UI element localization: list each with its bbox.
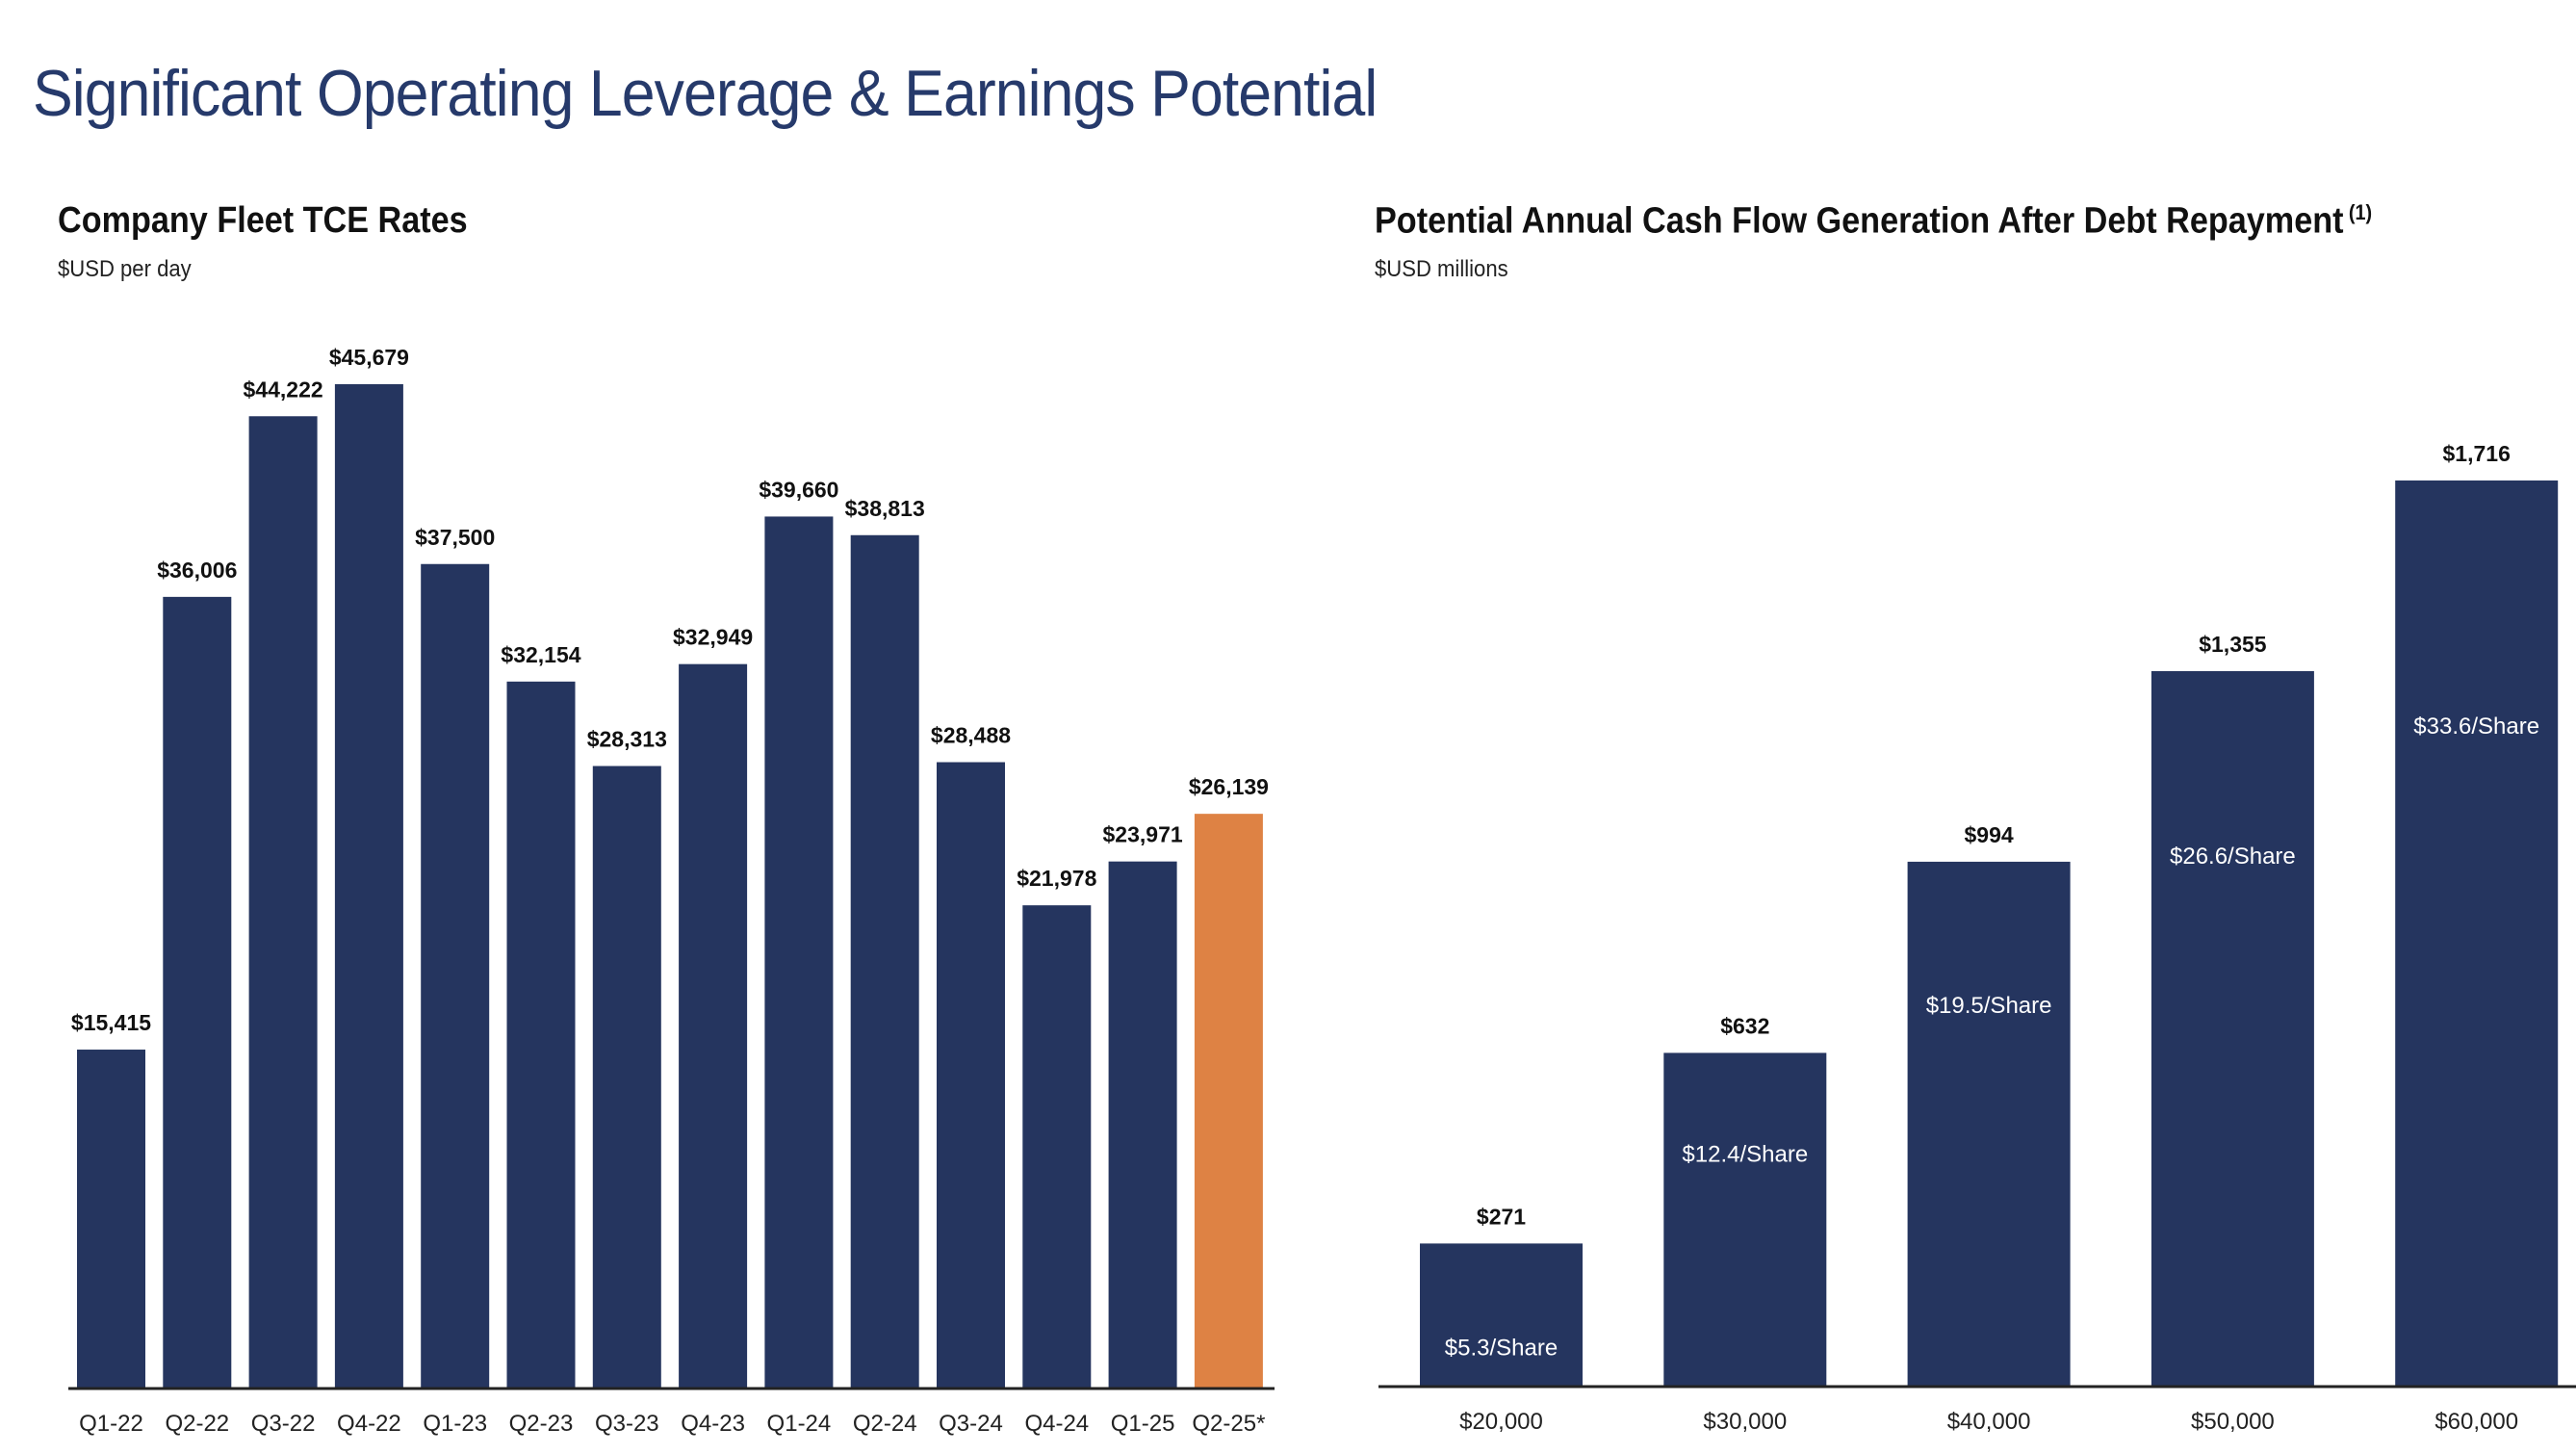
tce-data-label: $44,222 xyxy=(244,376,323,402)
tce-bar-q3-23 xyxy=(592,766,661,1389)
tce-data-label: $28,488 xyxy=(931,723,1011,748)
tce-data-label: $38,813 xyxy=(845,496,925,521)
cashflow-bar-1 xyxy=(1420,1243,1583,1387)
tce-x-tick-label: Q2-25* xyxy=(1192,1411,1265,1437)
tce-data-label: $15,415 xyxy=(71,1010,151,1035)
cashflow-x-tick-label: $60,000 xyxy=(2434,1409,2518,1435)
tce-bar-q2-25 xyxy=(1194,814,1263,1389)
tce-data-label: $23,971 xyxy=(1103,822,1183,847)
per-share-label: $19.5/Share xyxy=(1926,993,2052,1019)
cashflow-data-label: $1,355 xyxy=(2199,632,2267,657)
tce-bar-q4-22 xyxy=(334,384,403,1389)
tce-x-tick-label: Q2-23 xyxy=(509,1411,574,1437)
cashflow-bar-3 xyxy=(1907,861,2071,1387)
cashflow-chart-subtitle: $USD millions xyxy=(1375,256,1508,282)
tce-bar-q1-23 xyxy=(421,563,490,1389)
cashflow-bar-4 xyxy=(2151,670,2314,1387)
tce-bar-q3-22 xyxy=(248,416,318,1389)
per-share-label: $5.3/Share xyxy=(1445,1335,1558,1361)
cashflow-data-label: $271 xyxy=(1477,1204,1526,1229)
tce-data-label: $26,139 xyxy=(1189,774,1269,799)
tce-data-label: $39,660 xyxy=(759,477,838,502)
tce-bar-q1-24 xyxy=(764,516,834,1389)
cashflow-chart-title: Potential Annual Cash Flow Generation Af… xyxy=(1375,200,2372,243)
tce-x-tick-label: Q4-22 xyxy=(337,1411,401,1437)
tce-data-label: $32,154 xyxy=(501,642,580,667)
tce-bar-q2-22 xyxy=(163,596,232,1389)
tce-data-label: $45,679 xyxy=(329,345,409,370)
tce-data-label: $36,006 xyxy=(157,558,237,583)
tce-x-tick-label: Q3-24 xyxy=(939,1411,1003,1437)
tce-data-label: $37,500 xyxy=(415,525,495,550)
cashflow-chart-title-text: Potential Annual Cash Flow Generation Af… xyxy=(1375,200,2344,242)
tce-x-tick-label: Q2-24 xyxy=(853,1411,917,1437)
tce-data-label: $21,978 xyxy=(1017,866,1096,891)
tce-bar-q3-24 xyxy=(937,762,1005,1389)
tce-bar-q1-22 xyxy=(77,1050,145,1389)
tce-x-tick-label: Q3-23 xyxy=(595,1411,659,1437)
cashflow-x-tick-label: $40,000 xyxy=(1947,1409,2031,1435)
per-share-label: $33.6/Share xyxy=(2413,714,2539,740)
tce-x-tick-label: Q1-25 xyxy=(1111,1411,1175,1437)
cashflow-x-tick-label: $20,000 xyxy=(1459,1409,1543,1435)
tce-x-tick-label: Q3-22 xyxy=(251,1411,316,1437)
tce-chart-title: Company Fleet TCE Rates xyxy=(58,200,468,241)
tce-x-tick-label: Q4-23 xyxy=(681,1411,745,1437)
tce-data-label: $32,949 xyxy=(673,625,753,650)
tce-bar-q2-24 xyxy=(850,534,919,1389)
tce-x-tick-label: Q4-24 xyxy=(1024,1411,1089,1437)
tce-bar-q1-25 xyxy=(1108,861,1177,1389)
cashflow-data-label: $994 xyxy=(1965,822,2014,847)
tce-bar-q4-24 xyxy=(1022,905,1092,1389)
tce-bar-q4-23 xyxy=(679,663,748,1389)
per-share-label: $12.4/Share xyxy=(1682,1141,1808,1167)
cashflow-bar-5 xyxy=(2395,480,2559,1387)
page-title: Significant Operating Leverage & Earning… xyxy=(33,57,1378,130)
cashflow-x-tick-label: $50,000 xyxy=(2191,1409,2275,1435)
cashflow-data-label: $1,716 xyxy=(2443,441,2511,466)
per-share-label: $26.6/Share xyxy=(2170,844,2296,870)
tce-bar-q2-23 xyxy=(506,681,576,1389)
tce-data-label: $28,313 xyxy=(587,727,667,752)
tce-x-tick-label: Q1-23 xyxy=(423,1411,487,1437)
tce-chart-subtitle: $USD per day xyxy=(58,256,192,282)
footnote-marker: (1) xyxy=(2348,200,2373,224)
cashflow-data-label: $632 xyxy=(1720,1013,1769,1038)
tce-x-tick-label: Q1-24 xyxy=(767,1411,832,1437)
tce-x-tick-label: Q1-22 xyxy=(79,1411,143,1437)
cashflow-bar-2 xyxy=(1663,1052,1827,1387)
tce-x-tick-label: Q2-22 xyxy=(165,1411,229,1437)
cashflow-x-tick-label: $30,000 xyxy=(1703,1409,1787,1435)
